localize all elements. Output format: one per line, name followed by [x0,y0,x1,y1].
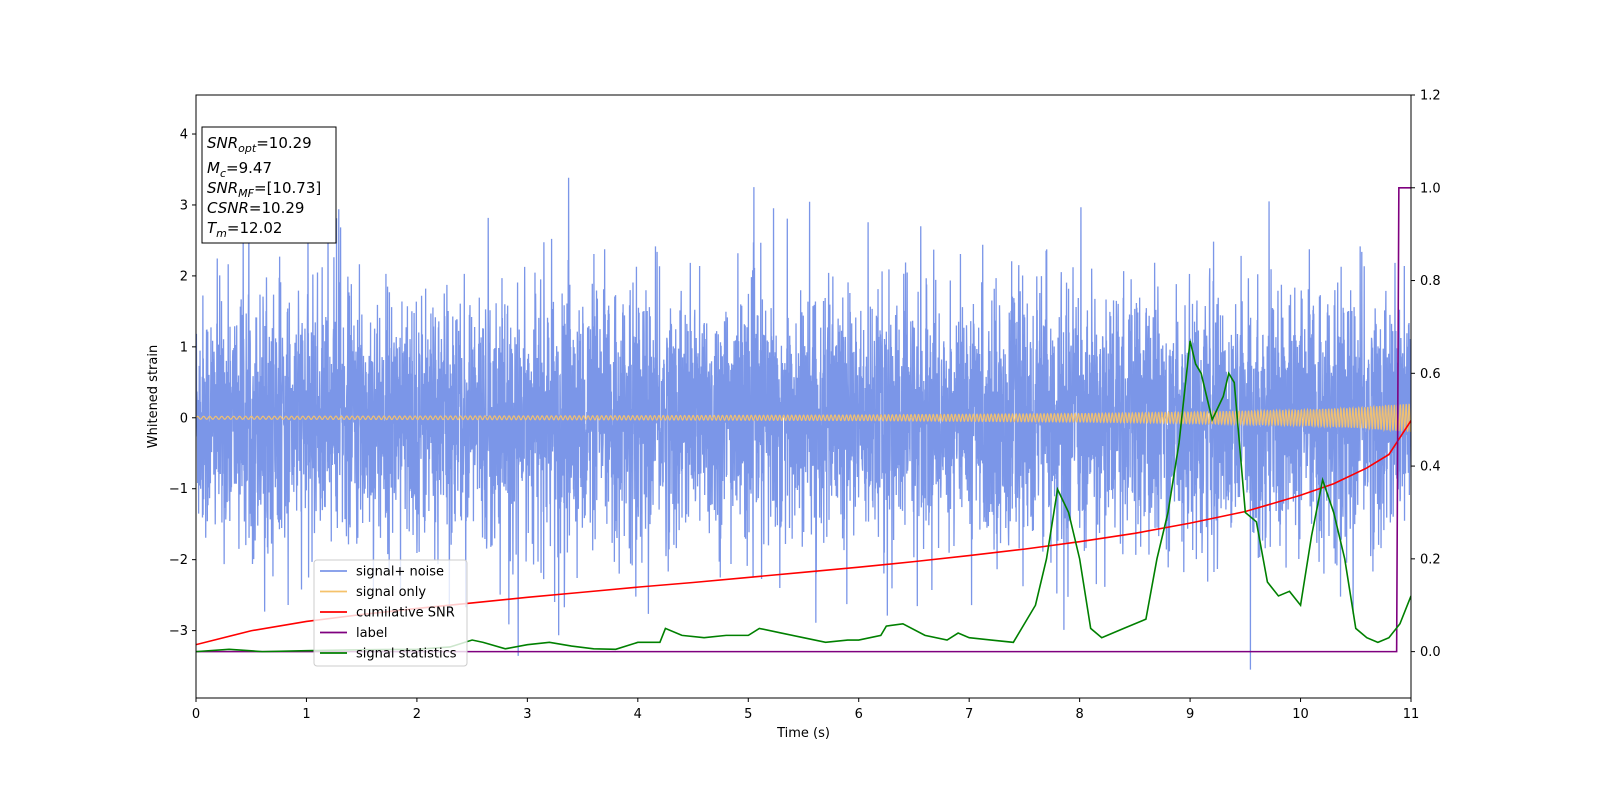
series-signal-noise-line [196,177,1411,670]
legend-box [313,559,468,667]
y2-tick-label: 0.2 [1420,552,1441,567]
x-tick-label: 5 [744,707,752,722]
y-axis-label: Whitened strain [146,345,161,448]
y-tick-label: −2 [169,553,188,568]
y2-tick-label: 0.8 [1420,274,1441,289]
x-tick-label: 0 [192,707,200,722]
y-tick-label: 4 [180,128,188,143]
x-tick-label: 10 [1292,707,1309,722]
y-tick-label: 1 [180,340,188,355]
info-line: Mc=9.47 [207,159,272,180]
legend-entry-label: signal+ noise [356,565,444,580]
x-axis-label: Time (s) [776,726,830,741]
y-tick-label: −1 [169,482,188,497]
y-axis-right: 0.0 0.2 0.4 0.6 0.8 1.0 1.2 [1411,89,1441,660]
info-box-border [201,126,337,244]
y-tick-label: 2 [180,269,188,284]
info-line: CSNR=10.29 [207,199,304,217]
x-tick-label: 8 [1075,707,1083,722]
x-tick-label: 11 [1403,707,1420,722]
snr-info-box: SNRopt=10.29 Mc=9.47SNRMF=[10.73]CSNR=10.… [201,126,337,244]
y-tick-label: 3 [180,198,188,213]
x-tick-label: 4 [634,707,642,722]
x-axis: 0 1 2 3 4 5 6 7 8 9 10 11 [192,698,1419,722]
info-line: SNRMF=[10.73] [207,179,321,200]
y2-tick-label: 1.2 [1420,89,1441,104]
x-tick-label: 3 [523,707,531,722]
legend-entry-label: signal only [356,585,426,600]
x-tick-label: 6 [855,707,863,722]
y2-tick-label: 0.0 [1420,645,1441,660]
y2-tick-label: 1.0 [1420,181,1441,196]
y2-tick-label: 0.4 [1420,460,1441,475]
legend: signal+ noise signal only cumilative SNR la… [313,559,468,667]
info-line: Tm=12.02 [207,219,282,240]
series-label-line [196,186,1411,653]
series-signal-statistics-line [196,340,1411,653]
y-axis-left: −3 −2 −1 0 1 2 3 4 [169,128,196,639]
axes-frame [195,94,1412,699]
legend-entry-label: cumilative SNR [356,606,455,621]
x-tick-label: 2 [413,707,421,722]
y2-tick-label: 0.6 [1420,367,1441,382]
x-tick-label: 9 [1186,707,1194,722]
x-tick-label: 7 [965,707,973,722]
legend-entry-label: label [356,626,387,641]
y-tick-label: −3 [169,624,188,639]
y-tick-label: 0 [180,411,188,426]
series-signal-only-line [196,403,1411,433]
x-tick-label: 1 [302,707,310,722]
info-line: SNRopt=10.29 [207,134,312,155]
legend-entry-label: signal statistics [356,647,457,662]
